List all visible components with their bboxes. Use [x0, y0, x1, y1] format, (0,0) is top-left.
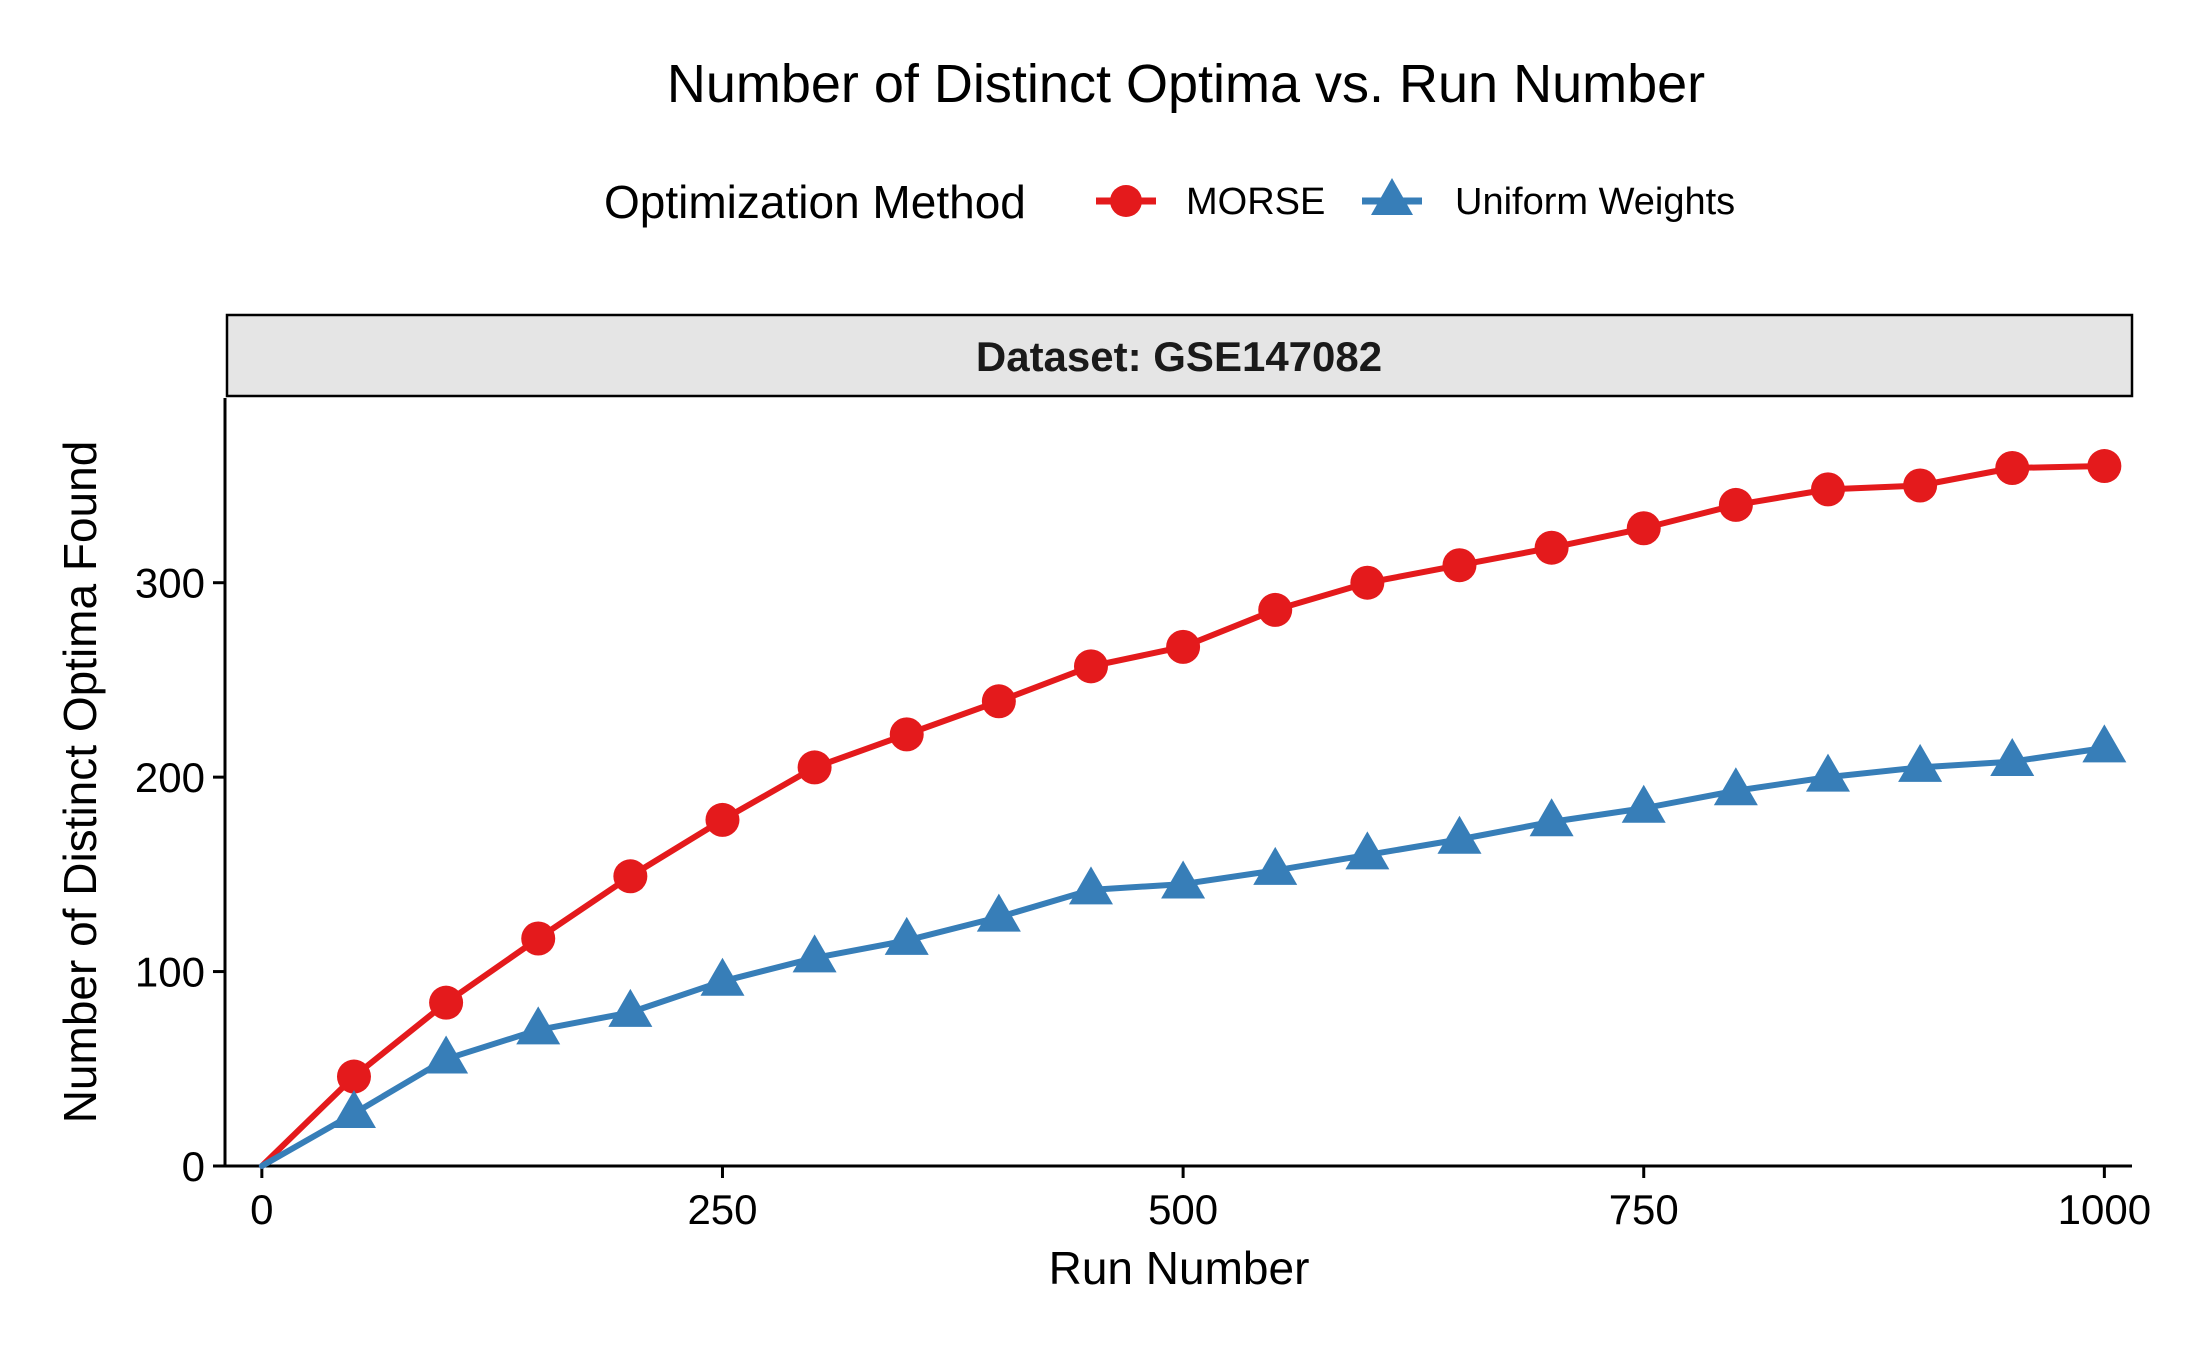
y-tick-label: 300 [135, 560, 205, 607]
data-point-uniform-weights [1621, 784, 1666, 823]
data-point-uniform-weights [1345, 831, 1390, 870]
data-point-morse [797, 750, 832, 785]
data-point-morse [613, 859, 648, 894]
data-point-morse [1995, 450, 2030, 485]
x-tick-label: 0 [250, 1186, 273, 1233]
legend-label-uniform-weights: Uniform Weights [1455, 181, 1735, 223]
data-point-uniform-weights [884, 916, 929, 955]
data-point-morse [889, 717, 924, 752]
x-tick-label: 1000 [2058, 1186, 2151, 1233]
data-point-morse [1166, 629, 1201, 664]
y-axis-ticks: 0 100 200 300 [135, 560, 225, 1190]
legend-title: Optimization Method [604, 176, 1026, 228]
data-point-uniform-weights [1437, 815, 1482, 854]
facet-strip: Dataset: GSE147082 [225, 313, 2134, 398]
x-tick-label: 500 [1148, 1186, 1218, 1233]
x-tick-label: 250 [687, 1186, 757, 1233]
data-point-morse [429, 985, 464, 1020]
data-point-morse [1626, 511, 1661, 546]
x-axis-title: Run Number [1049, 1242, 1310, 1294]
data-point-uniform-weights [331, 1089, 376, 1128]
data-point-morse [705, 802, 740, 837]
data-point-uniform-weights [1898, 743, 1943, 782]
data-point-uniform-weights [976, 893, 1021, 932]
y-tick-label: 200 [135, 754, 205, 801]
data-point-morse [1810, 472, 1845, 507]
legend-label-morse: MORSE [1186, 181, 1325, 223]
data-point-morse [1534, 530, 1569, 565]
legend-item-morse: MORSE [1096, 181, 1325, 223]
legend: Optimization Method MORSE Uniform Weight… [604, 176, 1735, 228]
data-point-morse [1442, 548, 1477, 583]
data-point-morse [981, 684, 1016, 719]
legend-item-uniform-weights: Uniform Weights [1362, 178, 1735, 223]
series-line-uniform-weights [258, 744, 2108, 1169]
data-point-uniform-weights [700, 957, 745, 996]
data-point-morse [1903, 468, 1938, 503]
data-point-uniform-weights [1713, 767, 1758, 806]
data-point-uniform-weights [792, 934, 837, 973]
x-tick-label: 750 [1609, 1186, 1679, 1233]
data-point-morse [1350, 565, 1385, 600]
data-point-morse [521, 921, 556, 956]
data-point-morse [336, 1059, 371, 1094]
series-morse [258, 449, 2122, 1169]
data-point-uniform-weights [424, 1035, 469, 1074]
series-uniform-weights [258, 724, 2127, 1169]
legend-morse-marker [1110, 185, 1142, 217]
y-tick-label: 0 [182, 1143, 205, 1190]
legend-uniform-marker [1371, 178, 1413, 215]
chart-title: Number of Distinct Optima vs. Run Number [667, 54, 1705, 114]
data-point-uniform-weights [1990, 738, 2035, 777]
y-tick-label: 100 [135, 949, 205, 996]
data-point-uniform-weights [1068, 866, 1113, 905]
data-point-uniform-weights [1253, 846, 1298, 885]
data-point-morse [1718, 487, 1753, 522]
data-point-uniform-weights [1805, 753, 1850, 792]
data-point-uniform-weights [1529, 798, 1574, 837]
series-layer [258, 449, 2127, 1169]
facet-strip-label: Dataset: GSE147082 [976, 333, 1382, 380]
y-axis-title: Number of Distinct Optima Found [54, 441, 106, 1124]
data-point-uniform-weights [2082, 724, 2127, 763]
data-point-morse [2087, 449, 2122, 484]
data-point-uniform-weights [516, 1006, 561, 1045]
data-point-morse [1073, 649, 1108, 684]
data-point-uniform-weights [1161, 860, 1206, 899]
data-point-morse [1258, 592, 1293, 627]
data-point-uniform-weights [608, 988, 653, 1027]
x-axis-ticks: 0 250 500 750 1000 [250, 1166, 2151, 1233]
facet-strip-background [225, 313, 2134, 398]
series-line-morse [258, 463, 2108, 1169]
